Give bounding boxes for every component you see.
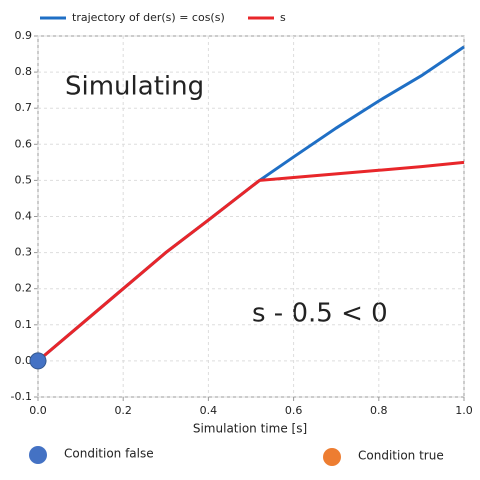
annotation: s - 0.5 < 0 [252,299,388,329]
x-tick-label: 0.8 [370,404,388,417]
condition-label: Condition true [358,449,444,463]
legend-label: trajectory of der(s) = cos(s) [72,11,225,24]
y-tick-label: 0.3 [15,246,33,259]
x-axis-label: Simulation time [s] [193,422,307,436]
x-tick-label: 0.2 [114,404,132,417]
x-tick-label: 0.4 [200,404,218,417]
x-tick-label: 0.6 [285,404,303,417]
y-tick-label: 0.2 [15,282,33,295]
x-tick-label: 0.0 [29,404,47,417]
y-tick-label: 0.6 [15,137,33,150]
series-line [37,160,465,363]
condition-indicator [323,448,341,466]
x-tick-label: 1.0 [455,404,473,417]
y-tick-label: 0.7 [15,101,33,114]
condition-label: Condition false [64,447,154,461]
current-point [29,352,47,370]
y-tick-label: 0.5 [15,173,33,186]
annotation: Simulating [65,72,204,102]
y-tick-label: 0.8 [15,65,33,78]
y-tick-label: 0.4 [15,210,33,223]
y-tick-label: -0.1 [11,390,32,403]
y-tick-label: 0.0 [15,354,33,367]
legend-label: s [280,11,286,24]
condition-indicator [29,446,47,464]
y-tick-label: 0.1 [15,318,33,331]
y-tick-label: 0.9 [15,29,33,42]
